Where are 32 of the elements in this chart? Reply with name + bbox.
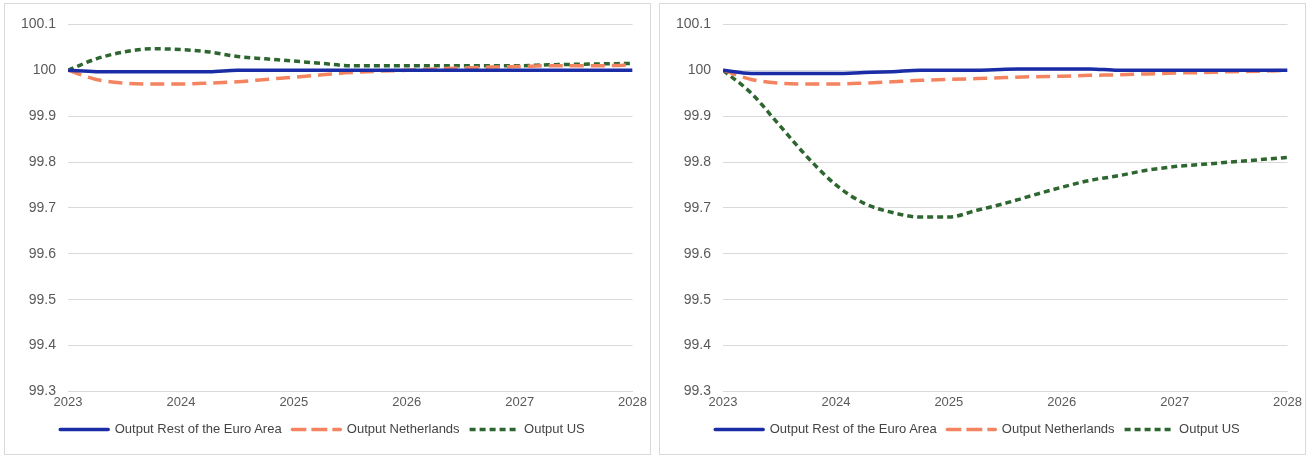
x-tick-label: 2024: [166, 393, 196, 409]
x-tick-label: 2026: [1047, 393, 1077, 409]
legend-label: Output Rest of the Euro Area: [769, 421, 938, 437]
y-tick-label: 99.7: [683, 198, 712, 215]
legend-label: Output US: [1179, 421, 1241, 437]
legend-label: Output Netherlands: [346, 421, 461, 437]
x-tick-label: 2026: [392, 393, 422, 409]
x-tick-label: 2025: [279, 393, 309, 409]
y-tick-label: 99.9: [28, 107, 57, 124]
x-tick-label: 2028: [1273, 393, 1302, 409]
legend-label: Output Rest of the Euro Area: [114, 421, 283, 437]
y-tick-label: 100.1: [20, 15, 57, 32]
legend-label: Output US: [524, 421, 586, 437]
y-tick-label: 100.1: [675, 15, 712, 32]
y-tick-label: 99.6: [28, 244, 57, 261]
y-tick-label: 99.8: [28, 152, 57, 169]
y-tick-label: 100: [687, 61, 712, 78]
y-tick-label: 99.4: [28, 336, 57, 353]
y-tick-label: 99.6: [683, 244, 712, 261]
y-tick-label: 99.5: [683, 290, 712, 307]
y-tick-label: 99.8: [683, 152, 712, 169]
y-tick-label: 99.7: [28, 198, 57, 215]
y-tick-label: 99.9: [683, 107, 712, 124]
y-tick-label: 99.4: [683, 336, 712, 353]
x-tick-label: 2027: [1160, 393, 1190, 409]
legend-label: Output Netherlands: [1001, 421, 1116, 437]
x-tick-label: 2027: [505, 393, 535, 409]
x-tick-label: 2024: [821, 393, 851, 409]
y-tick-label: 100: [32, 61, 57, 78]
x-tick-label: 2028: [618, 393, 647, 409]
y-tick-label: 99.5: [28, 290, 57, 307]
x-tick-label: 2025: [934, 393, 964, 409]
